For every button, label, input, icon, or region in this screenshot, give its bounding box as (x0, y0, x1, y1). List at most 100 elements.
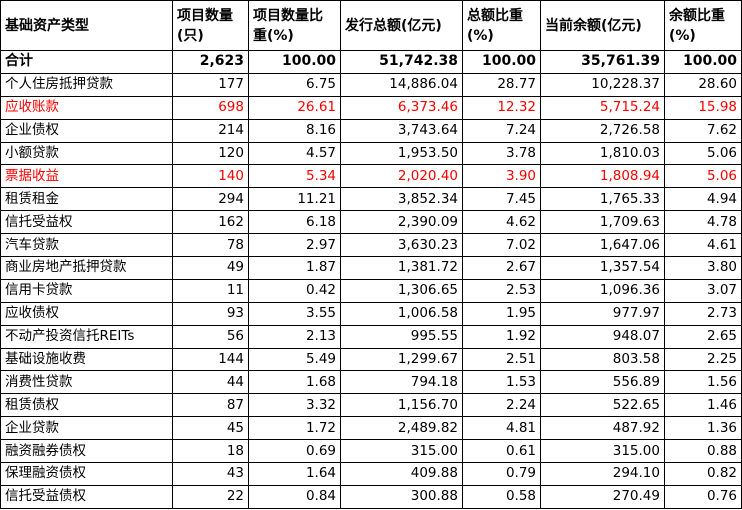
project-share-cell: 0.42 (248, 278, 341, 303)
issue-share-cell: 1.95 (462, 301, 541, 326)
issue-total-cell: 1,381.72 (340, 256, 463, 280)
issue-share-cell: 7.45 (462, 187, 541, 212)
project-count-cell: 18 (172, 439, 249, 464)
table-row: 汽车贷款 78 2.97 3,630.23 7.02 1,647.06 4.61 (0, 233, 742, 258)
project-share-cell: 26.61 (248, 95, 341, 120)
current-balance-cell: 2,726.58 (540, 118, 665, 143)
issue-total-cell: 1,953.50 (340, 141, 463, 166)
balance-share-cell: 4.94 (664, 187, 742, 212)
issue-total-cell: 3,852.34 (340, 187, 463, 212)
issue-total-cell: 14,886.04 (340, 72, 463, 97)
issue-total-cell: 2,390.09 (340, 210, 463, 235)
issue-total-cell: 1,299.67 (340, 347, 463, 372)
header-project-count: 项目数量(只) (172, 0, 249, 51)
issue-total-cell: 794.18 (340, 370, 463, 395)
table-row: 不动产投资信托REITs 56 2.13 995.55 1.92 948.07 2.65 (0, 324, 742, 349)
current-balance-cell: 522.65 (540, 393, 665, 418)
asset-type-cell: 基础设施收费 (0, 347, 173, 372)
issue-share-cell: 0.79 (462, 462, 541, 486)
balance-share-cell: 5.06 (664, 164, 742, 189)
issue-total-cell: 409.88 (340, 462, 463, 486)
table-row: 租赁租金 294 11.21 3,852.34 7.45 1,765.33 4.94 (0, 187, 742, 212)
balance-share-cell: 4.78 (664, 210, 742, 235)
current-balance-cell: 977.97 (540, 301, 665, 326)
balance-share-cell: 0.88 (664, 439, 742, 464)
current-balance-cell: 1,808.94 (540, 164, 665, 189)
project-share-cell: 1.72 (248, 416, 341, 441)
asset-type-cell: 保理融资债权 (0, 462, 173, 486)
table-row: 融资融券债权 18 0.69 315.00 0.61 315.00 0.88 (0, 439, 742, 464)
project-share-cell: 2.13 (248, 324, 341, 349)
issue-total-cell: 995.55 (340, 324, 463, 349)
current-balance-cell: 556.89 (540, 370, 665, 395)
balance-share-cell: 3.80 (664, 256, 742, 280)
project-count-cell: 144 (172, 347, 249, 372)
issue-share-cell: 7.24 (462, 118, 541, 143)
project-count-cell: 43 (172, 462, 249, 486)
asset-type-cell: 企业贷款 (0, 416, 173, 441)
issue-share-cell: 2.53 (462, 278, 541, 303)
asset-type-cell: 租赁债权 (0, 393, 173, 418)
issue-share-cell: 1.92 (462, 324, 541, 349)
issue-share-cell: 3.78 (462, 141, 541, 166)
balance-share-cell: 4.61 (664, 233, 742, 258)
table-row: 信托受益债权 22 0.84 300.88 0.58 270.49 0.76 (0, 484, 742, 509)
issue-share-cell: 3.90 (462, 164, 541, 189)
total-issue-share: 100.00 (462, 50, 541, 74)
asset-type-cell: 不动产投资信托REITs (0, 324, 173, 349)
project-count-cell: 120 (172, 141, 249, 166)
asset-type-cell: 消费性贷款 (0, 370, 173, 395)
project-count-cell: 698 (172, 95, 249, 120)
total-project-share: 100.00 (248, 50, 341, 74)
balance-share-cell: 28.60 (664, 72, 742, 97)
project-count-cell: 22 (172, 484, 249, 509)
project-count-cell: 44 (172, 370, 249, 395)
asset-type-cell: 信托受益权 (0, 210, 173, 235)
issue-total-cell: 300.88 (340, 484, 463, 509)
total-current-balance: 35,761.39 (540, 50, 665, 74)
asset-type-cell: 租赁租金 (0, 187, 173, 212)
issue-share-cell: 0.58 (462, 484, 541, 509)
current-balance-cell: 1,096.36 (540, 278, 665, 303)
project-count-cell: 49 (172, 256, 249, 280)
project-share-cell: 1.87 (248, 256, 341, 280)
project-count-cell: 78 (172, 233, 249, 258)
total-balance-share: 100.00 (664, 50, 742, 74)
issue-share-cell: 4.81 (462, 416, 541, 441)
issue-share-cell: 2.51 (462, 347, 541, 372)
current-balance-cell: 1,765.33 (540, 187, 665, 212)
project-share-cell: 5.49 (248, 347, 341, 372)
table-row: 信托受益权 162 6.18 2,390.09 4.62 1,709.63 4.78 (0, 210, 742, 235)
project-share-cell: 1.68 (248, 370, 341, 395)
issue-total-cell: 3,743.64 (340, 118, 463, 143)
asset-type-cell: 融资融券债权 (0, 439, 173, 464)
project-count-cell: 93 (172, 301, 249, 326)
project-share-cell: 3.32 (248, 393, 341, 418)
header-project-share: 项目数量比重(%) (248, 0, 341, 51)
project-count-cell: 11 (172, 278, 249, 303)
balance-share-cell: 1.36 (664, 416, 742, 441)
balance-share-cell: 7.62 (664, 118, 742, 143)
asset-type-cell: 信托受益债权 (0, 484, 173, 509)
current-balance-cell: 1,357.54 (540, 256, 665, 280)
project-share-cell: 11.21 (248, 187, 341, 212)
table-row: 消费性贷款 44 1.68 794.18 1.53 556.89 1.56 (0, 370, 742, 395)
project-count-cell: 294 (172, 187, 249, 212)
project-count-cell: 56 (172, 324, 249, 349)
current-balance-cell: 1,647.06 (540, 233, 665, 258)
current-balance-cell: 10,228.37 (540, 72, 665, 97)
header-balance-share: 余额比重(%) (664, 0, 742, 51)
asset-type-cell: 票据收益 (0, 164, 173, 189)
issue-share-cell: 28.77 (462, 72, 541, 97)
table-row: 个人住房抵押贷款 177 6.75 14,886.04 28.77 10,228.37 28… (0, 72, 742, 97)
project-share-cell: 6.18 (248, 210, 341, 235)
project-count-cell: 214 (172, 118, 249, 143)
asset-type-cell: 个人住房抵押贷款 (0, 72, 173, 97)
table-body: 合计 2,623 100.00 51,742.38 100.00 35,761.… (0, 50, 742, 509)
balance-share-cell: 3.07 (664, 278, 742, 303)
issue-share-cell: 7.02 (462, 233, 541, 258)
table-row: 小额贷款 120 4.57 1,953.50 3.78 1,810.03 5.06 (0, 141, 742, 166)
project-count-cell: 87 (172, 393, 249, 418)
project-count-cell: 45 (172, 416, 249, 441)
header-issue-share: 总额比重(%) (462, 0, 541, 51)
